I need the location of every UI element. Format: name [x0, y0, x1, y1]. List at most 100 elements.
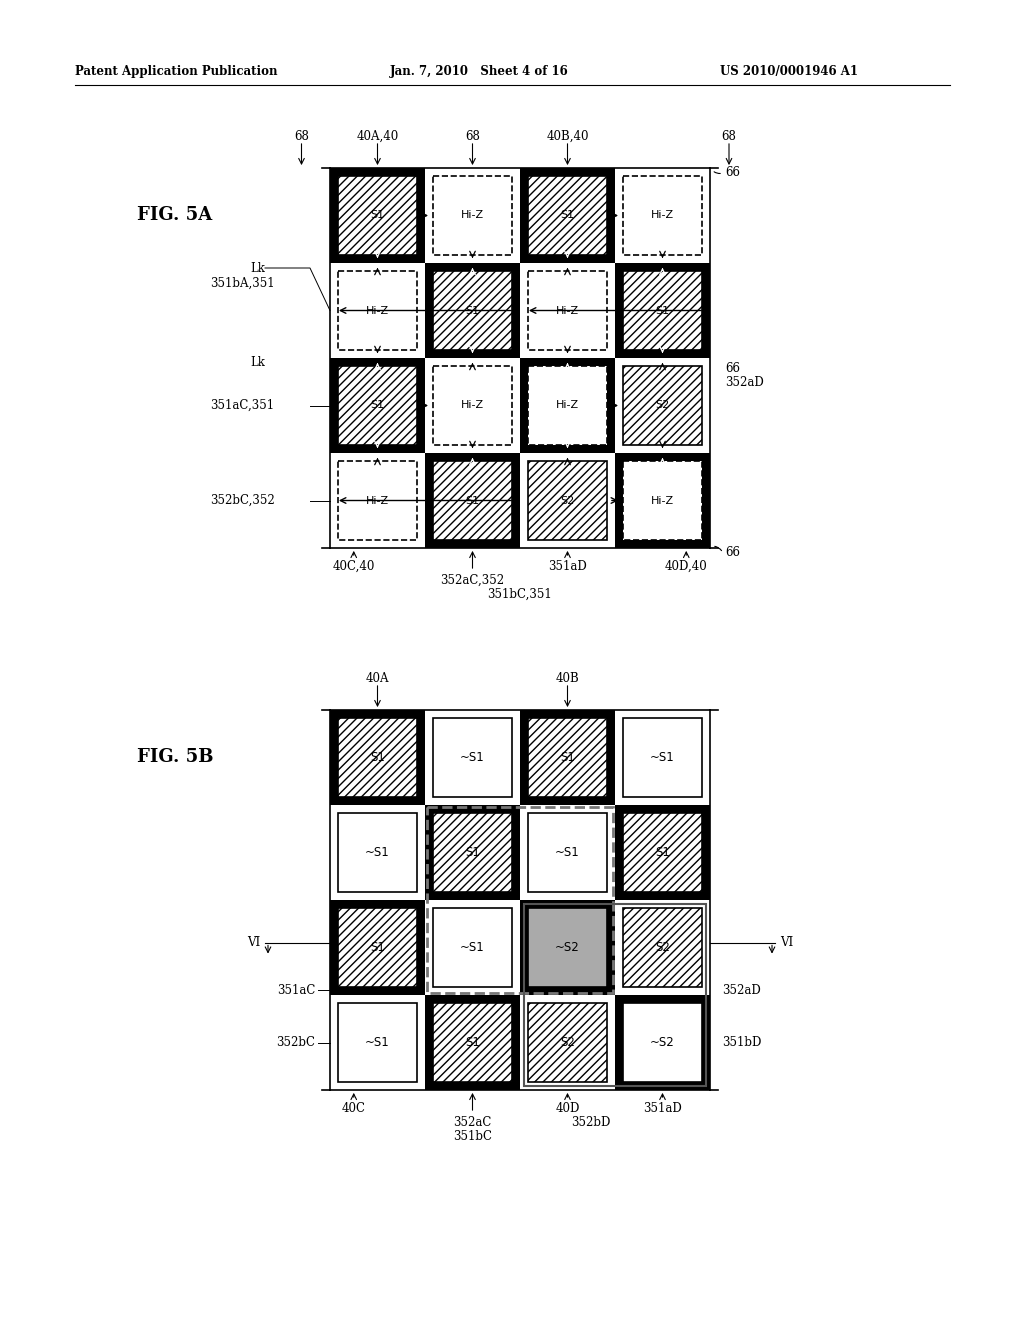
Text: S1: S1 [560, 210, 574, 220]
Bar [615, 453, 710, 548]
Bar [427, 807, 613, 993]
Text: VI: VI [247, 936, 260, 949]
Text: 352bC: 352bC [276, 1036, 315, 1049]
Text: ~S1: ~S1 [366, 846, 390, 859]
Bar [615, 358, 710, 453]
Text: 40A,40: 40A,40 [356, 129, 398, 143]
Text: S2: S2 [560, 495, 574, 506]
Text: 352bD: 352bD [571, 1115, 611, 1129]
Bar [330, 168, 425, 263]
Text: 352bC,352: 352bC,352 [210, 494, 274, 507]
Bar [528, 176, 607, 255]
Bar [615, 168, 710, 263]
Bar [528, 1003, 607, 1082]
Bar [520, 900, 615, 995]
Text: S1: S1 [466, 305, 479, 315]
Bar [520, 453, 615, 548]
Text: 352aC: 352aC [454, 1115, 492, 1129]
Text: Hi-Z: Hi-Z [366, 305, 389, 315]
Bar [615, 805, 710, 900]
Bar [330, 900, 425, 995]
Text: S2: S2 [655, 400, 670, 411]
Text: 40C,40: 40C,40 [333, 560, 375, 573]
Text: 351aC,351: 351aC,351 [210, 399, 274, 412]
Bar [623, 271, 702, 350]
Bar [433, 176, 512, 255]
Bar [433, 366, 512, 445]
Text: 351bD: 351bD [722, 1036, 762, 1049]
Bar [338, 908, 417, 987]
Text: 351aC: 351aC [276, 983, 315, 997]
Text: 352aD: 352aD [725, 376, 764, 389]
Text: S1: S1 [371, 400, 385, 411]
Text: VI: VI [780, 936, 794, 949]
Text: ~S1: ~S1 [460, 941, 485, 954]
Bar [520, 168, 615, 263]
Text: ~S2: ~S2 [650, 1036, 675, 1049]
Text: Lk: Lk [250, 261, 265, 275]
Text: 40A: 40A [366, 672, 389, 685]
Text: Jan. 7, 2010   Sheet 4 of 16: Jan. 7, 2010 Sheet 4 of 16 [390, 66, 568, 78]
Bar [433, 461, 512, 540]
Bar [520, 805, 615, 900]
Text: 351bC,351: 351bC,351 [487, 587, 552, 601]
Bar [623, 813, 702, 892]
Bar [338, 271, 417, 350]
Bar [528, 908, 607, 987]
Bar [623, 176, 702, 255]
Text: 66: 66 [725, 166, 740, 180]
Bar [623, 366, 702, 445]
Bar [615, 995, 710, 1090]
Bar [623, 461, 702, 540]
Bar [425, 358, 520, 453]
Bar [330, 453, 425, 548]
Text: Patent Application Publication: Patent Application Publication [75, 66, 278, 78]
Bar [528, 718, 607, 797]
Bar [528, 813, 607, 892]
Bar [520, 995, 615, 1090]
Bar [425, 263, 520, 358]
Text: 66: 66 [725, 362, 740, 375]
Text: FIG. 5B: FIG. 5B [137, 748, 213, 767]
Text: 68: 68 [465, 129, 480, 143]
Text: S2: S2 [655, 941, 670, 954]
Bar [330, 995, 425, 1090]
Text: S1: S1 [371, 210, 385, 220]
Text: 40B: 40B [556, 672, 580, 685]
Text: ~S2: ~S2 [555, 941, 580, 954]
Text: 351bA,351: 351bA,351 [210, 276, 274, 289]
Text: 68: 68 [722, 129, 736, 143]
Text: ~S1: ~S1 [460, 751, 485, 764]
Bar [330, 358, 425, 453]
Bar [623, 718, 702, 797]
Bar [425, 900, 520, 995]
Text: Hi-Z: Hi-Z [651, 495, 674, 506]
Bar [528, 461, 607, 540]
Text: 40B,40: 40B,40 [546, 129, 589, 143]
Text: S1: S1 [370, 751, 385, 764]
Text: 66: 66 [725, 546, 740, 560]
Text: S1: S1 [655, 846, 670, 859]
Text: S1: S1 [466, 495, 479, 506]
Bar [623, 908, 702, 987]
Bar [433, 908, 512, 987]
Text: Hi-Z: Hi-Z [461, 210, 484, 220]
Bar [433, 718, 512, 797]
Text: Hi-Z: Hi-Z [461, 400, 484, 411]
Bar [330, 710, 425, 805]
Bar [338, 366, 417, 445]
Text: US 2010/0001946 A1: US 2010/0001946 A1 [720, 66, 858, 78]
Bar [338, 718, 417, 797]
Text: S1: S1 [560, 751, 574, 764]
Bar [338, 1003, 417, 1082]
Text: 351bC: 351bC [453, 1130, 492, 1143]
Text: 352aC,352: 352aC,352 [440, 574, 505, 587]
Text: Hi-Z: Hi-Z [556, 305, 579, 315]
Text: 351aD: 351aD [548, 560, 587, 573]
Text: FIG. 5A: FIG. 5A [137, 206, 213, 224]
Text: ~S1: ~S1 [366, 1036, 390, 1049]
Bar [528, 271, 607, 350]
Bar [425, 995, 520, 1090]
Bar [338, 176, 417, 255]
Bar [615, 900, 710, 995]
